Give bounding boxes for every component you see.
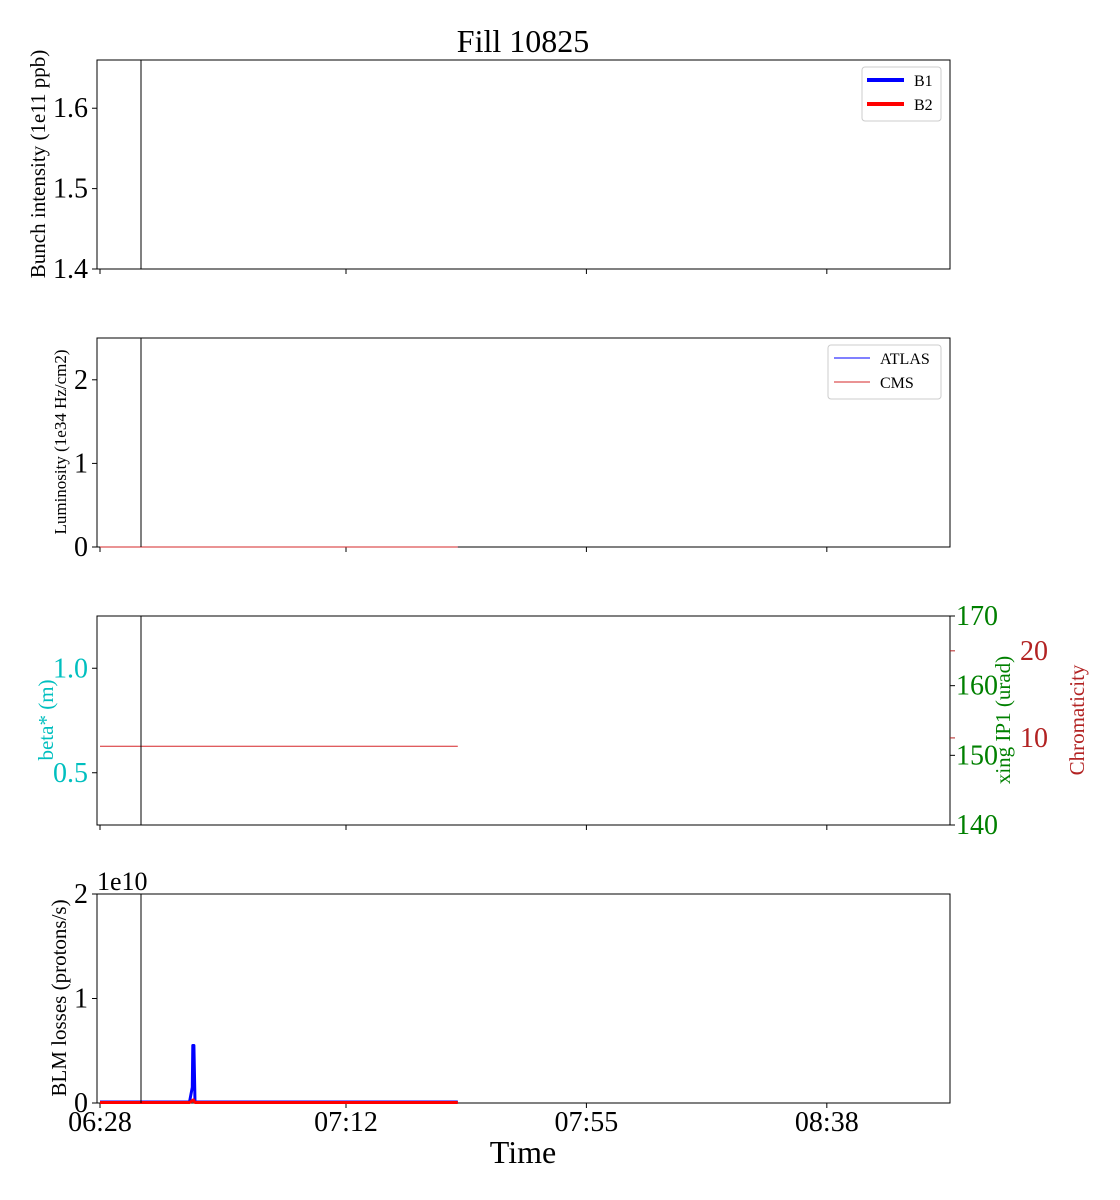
intensity-plot-area <box>96 59 951 270</box>
beta-ylabel: beta* (m) <box>34 679 58 760</box>
luminosity-plot-area <box>96 337 951 548</box>
chroma-y-tick-label: 10 <box>1020 723 1048 754</box>
figure-title: Fill 10825 <box>457 23 589 59</box>
intensity-y-ticks: 1.4 1.5 1.6 <box>53 93 97 285</box>
blm-x-ticks: 06:28 07:12 07:55 08:38 <box>68 1103 859 1138</box>
xing-y-tick-label: 170 <box>956 601 998 632</box>
beta-y-ticks: 0.5 1.0 <box>53 653 97 789</box>
x-tick-label: 07:55 <box>555 1107 619 1138</box>
blm-panel: BLM losses (protons/s) 1e10 0 1 2 06:28 07:… <box>47 867 951 1138</box>
luminosity-y-tick-label: 0 <box>74 532 88 563</box>
luminosity-x-ticks <box>99 547 828 552</box>
intensity-y-tick-label: 1.5 <box>53 174 88 205</box>
luminosity-legend: ATLAS CMS <box>827 344 942 400</box>
chroma-y-tick-label: 20 <box>1020 636 1048 667</box>
xing-y-ticks: 140 150 160 170 <box>950 601 998 841</box>
intensity-y-tick-label: 1.4 <box>53 254 88 285</box>
blm-offset-text: 1e10 <box>97 867 148 896</box>
blm-y-tick-label: 2 <box>74 879 88 910</box>
xing-y-tick-label: 160 <box>956 671 998 702</box>
legend-cms-label: CMS <box>880 375 914 392</box>
blm-series-line <box>100 1098 458 1104</box>
blm-series <box>100 1044 458 1104</box>
blm-y-tick-label: 0 <box>74 1088 88 1119</box>
intensity-x-ticks <box>99 269 828 274</box>
chroma-ylabel: Chromaticity <box>1065 664 1089 775</box>
luminosity-y-ticks: 0 1 2 <box>74 365 97 563</box>
x-tick-label: 07:12 <box>314 1107 378 1138</box>
legend-b2-label: B2 <box>914 97 933 114</box>
optics-x-ticks <box>99 825 828 830</box>
blm-y-ticks: 0 1 2 <box>74 879 97 1119</box>
xing-ylabel: xing IP1 (urad) <box>991 656 1015 784</box>
legend-b1-label: B1 <box>914 73 933 90</box>
luminosity-y-tick-label: 1 <box>74 448 88 479</box>
x-tick-label: 06:28 <box>68 1107 132 1138</box>
optics-y-tick-label: 0.5 <box>53 758 88 789</box>
intensity-legend: B1 B2 <box>861 66 942 122</box>
optics-y-tick-label: 1.0 <box>53 653 88 684</box>
legend-atlas-label: ATLAS <box>880 351 930 368</box>
blm-plot-area <box>96 893 951 1104</box>
optics-plot-area <box>96 615 951 826</box>
intensity-y-tick-label: 1.6 <box>53 93 88 124</box>
intensity-panel: Bunch intensity (1e11 ppb) 1.4 1.5 1.6 B1 … <box>26 50 951 285</box>
luminosity-panel: Luminosity (1e34 Hz/cm2) 0 1 2 ATLAS CMS <box>51 337 951 563</box>
x-tick-label: 08:38 <box>795 1107 859 1138</box>
xing-y-tick-label: 140 <box>956 810 998 841</box>
blm-series-line <box>100 1044 458 1104</box>
blm-y-tick-label: 1 <box>74 984 88 1015</box>
x-axis-label: Time <box>490 1134 556 1170</box>
optics-panel: beta* (m) xing IP1 (urad) Chromaticity 0… <box>34 601 1089 841</box>
chroma-y-ticks: 10 20 <box>950 636 1048 754</box>
luminosity-y-tick-label: 2 <box>74 365 88 396</box>
intensity-ylabel: Bunch intensity (1e11 ppb) <box>26 50 50 278</box>
blm-ylabel: BLM losses (protons/s) <box>47 899 71 1096</box>
xing-y-tick-label: 150 <box>956 740 998 771</box>
luminosity-ylabel: Luminosity (1e34 Hz/cm2) <box>51 349 70 534</box>
